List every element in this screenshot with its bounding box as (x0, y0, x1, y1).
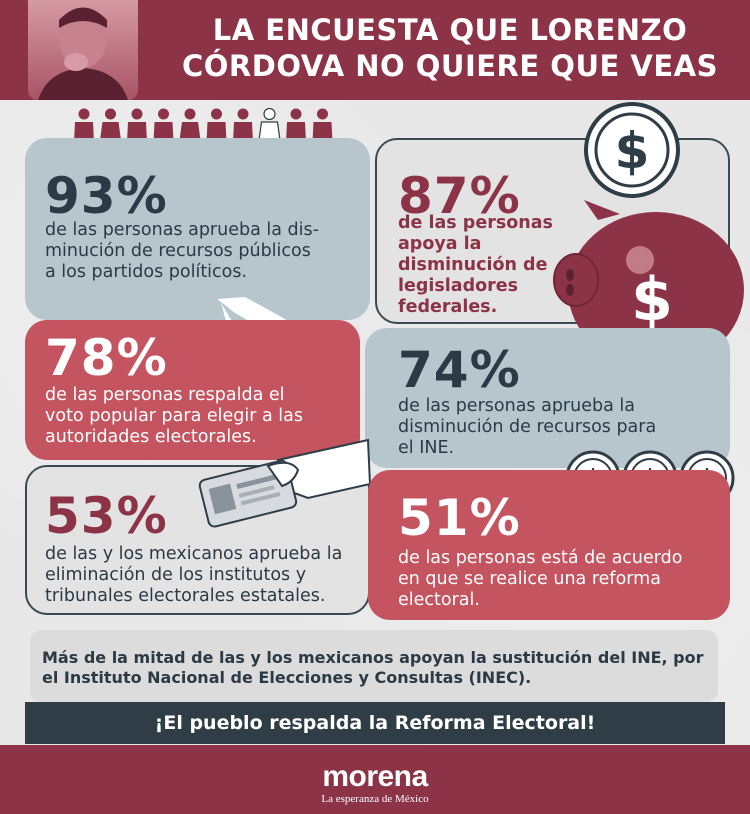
stat-card-51 (368, 470, 730, 620)
summary-box (30, 630, 718, 702)
logo-tagline: La esperanza de México (321, 793, 429, 805)
svg-text:$: $ (615, 122, 650, 180)
stat-percent: 53% (45, 487, 168, 545)
stat-percent: 93% (45, 167, 168, 225)
summary-text: Más de la mitad de las y los mexicanos a… (42, 648, 704, 687)
stat-percent: 78% (45, 329, 168, 387)
slogan-bar (25, 702, 725, 744)
stat-percent: 51% (398, 489, 521, 547)
page-title: LA ENCUESTA QUE LORENZO CÓRDOVA NO QUIER… (182, 13, 718, 83)
stat-percent: 87% (398, 167, 521, 225)
morena-logo: morena (322, 760, 428, 793)
slogan-text: ¡El pueblo respalda la Reforma Electoral… (154, 712, 596, 734)
footer-banner (0, 745, 750, 814)
svg-text:$: $ (631, 265, 673, 335)
hand-id-card-icon (198, 438, 372, 528)
dollar-coin-icon: $ (584, 102, 680, 198)
stat-text: de las personas respalda el voto popular… (45, 385, 303, 447)
stat-card-93 (25, 138, 370, 320)
stat-text: de las personas apoya la disminución de … (398, 213, 553, 317)
stat-text: de las personas aprueba la dis- minución… (45, 220, 319, 282)
person-silhouette-icon (38, 7, 128, 100)
stat-text: de las personas está de acuerdo en que s… (398, 548, 683, 610)
stat-percent: 74% (398, 341, 521, 399)
stat-card-74 (365, 328, 730, 468)
stat-card-78 (25, 320, 360, 460)
stat-text: de las y los mexicanos aprueba la elimin… (45, 544, 343, 606)
stat-text: de las personas aprueba la disminución d… (398, 396, 657, 458)
portrait-photo (28, 0, 138, 100)
